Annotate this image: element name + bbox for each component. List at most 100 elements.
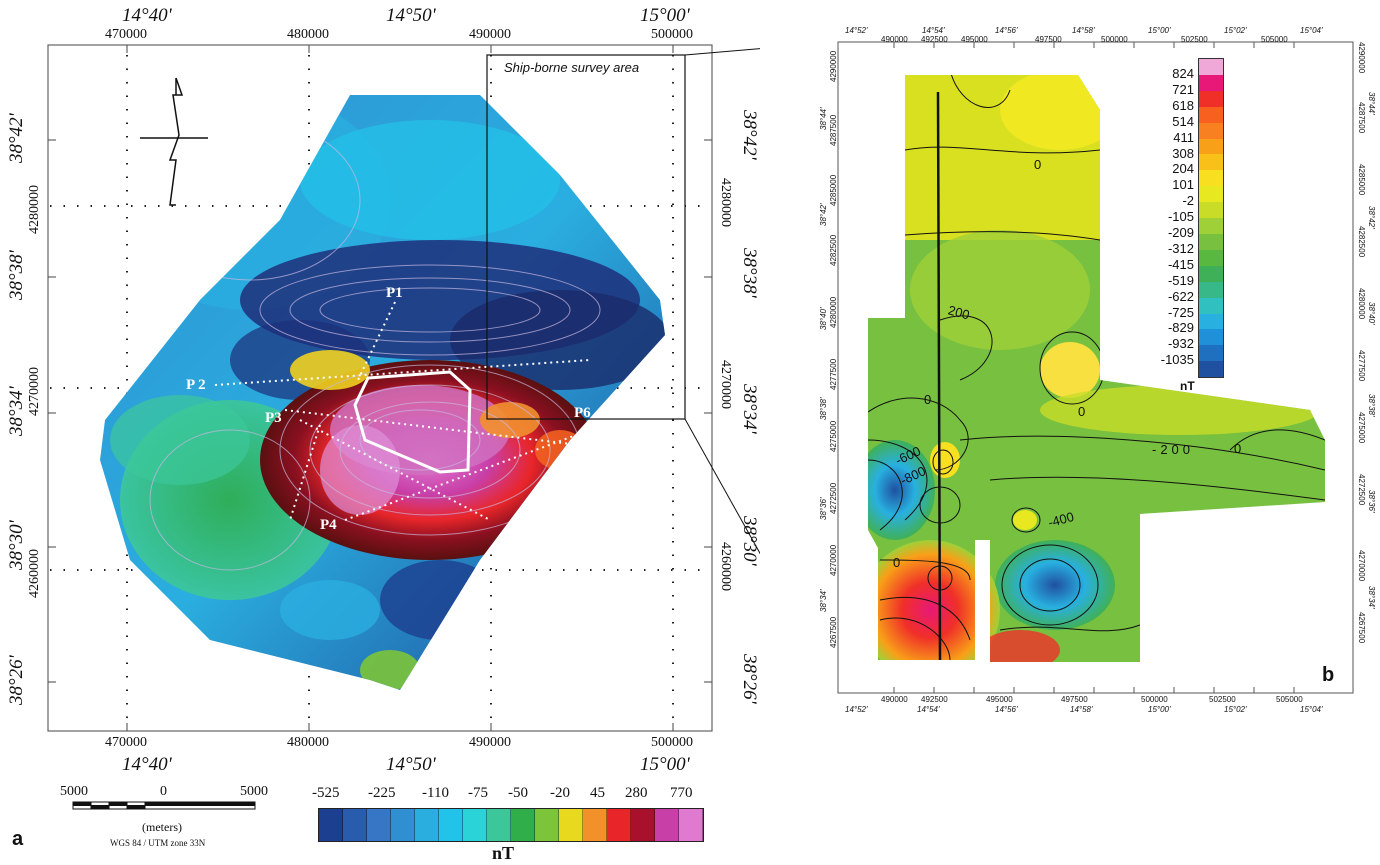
legend-swatch <box>1199 138 1223 155</box>
scale-bar <box>72 801 256 810</box>
lat-label: 38°30' <box>6 520 27 570</box>
lon-label: 14°40' <box>122 5 172 26</box>
contour-label: -200 <box>1152 442 1195 457</box>
lon-label: 14°52' <box>845 705 868 714</box>
panel-a-label: a <box>12 828 24 850</box>
lat-label: 38°36' <box>819 497 828 520</box>
legend-swatch <box>1199 90 1223 107</box>
lon-label: 15°00' <box>640 5 690 26</box>
lat-label: 38°44' <box>1367 92 1376 115</box>
northing-label: 4270000 <box>1357 550 1366 582</box>
lat-label: 38°42' <box>6 113 27 163</box>
colorbar-segment <box>535 809 559 841</box>
easting-label: 490000 <box>881 35 908 44</box>
profile-label: P1 <box>386 285 403 301</box>
lat-label: 38°40' <box>1367 302 1376 325</box>
colorbar-segment <box>511 809 535 841</box>
lon-label: 14°58' <box>1072 26 1095 35</box>
legend-swatch <box>1199 265 1223 282</box>
colorbar-value: -110 <box>422 785 449 801</box>
easting-label: 490000 <box>881 695 908 704</box>
colorbar-a-unit: nT <box>492 843 515 863</box>
colorbar-value: 280 <box>625 785 648 801</box>
colorbar-a-labels: -525 -225 -110 -75 -50 -20 45 280 770 <box>312 785 708 805</box>
scale-label-center: 0 <box>160 784 167 799</box>
lon-label: 14°54' <box>917 705 940 714</box>
legend-swatch <box>1199 329 1223 346</box>
northing-label: 4277500 <box>1357 350 1366 382</box>
northing-label: 4267500 <box>1357 612 1366 644</box>
legend-value: -519 <box>1167 272 1194 288</box>
legend-value: -312 <box>1167 240 1194 256</box>
lat-label: 38°34' <box>739 384 760 434</box>
northing-label: 4290000 <box>1357 42 1366 74</box>
lon-label: 15°00' <box>1148 705 1171 714</box>
easting-label: 470000 <box>105 27 147 42</box>
legend-value: 411 <box>1173 129 1194 145</box>
legend-swatch <box>1199 122 1223 139</box>
lon-label: 14°56' <box>995 705 1018 714</box>
easting-label: 480000 <box>287 27 329 42</box>
contour-label: 0 <box>1234 441 1242 456</box>
colorbar-value: -525 <box>312 785 340 801</box>
northing-label: 4260000 <box>27 549 42 598</box>
lon-label: 14°56' <box>995 26 1018 35</box>
colorbar-value: -225 <box>368 785 396 801</box>
lat-label: 38°42' <box>739 110 760 160</box>
easting-label: 495000 <box>986 695 1013 704</box>
legend-swatch <box>1199 313 1223 330</box>
colorbar-segment <box>439 809 463 841</box>
colorbar-segment <box>607 809 631 841</box>
profile-label: P6 <box>574 405 591 421</box>
lat-label: 38°38' <box>819 397 828 420</box>
profile-label: P3 <box>265 410 282 426</box>
easting-label: 492500 <box>921 695 948 704</box>
colorbar-segment <box>463 809 487 841</box>
easting-label: 490000 <box>469 27 511 42</box>
colorbar-value: -75 <box>468 785 488 801</box>
panel-b-label: b <box>1322 664 1335 686</box>
easting-label: 500000 <box>1101 35 1128 44</box>
lat-label: 38°30' <box>739 516 760 566</box>
legend-swatch <box>1199 59 1223 75</box>
legend-swatch <box>1199 233 1223 250</box>
lon-label: 15°00' <box>1148 26 1171 35</box>
easting-label: 500000 <box>651 735 693 750</box>
northing-label: 4270000 <box>27 367 42 416</box>
lon-label: 15°02' <box>1224 705 1247 714</box>
northing-label: 4280000 <box>829 296 838 328</box>
scale-label-right: 5000 <box>240 784 268 799</box>
northing-label: 4287500 <box>1357 102 1366 134</box>
colorbar-segment <box>679 809 703 841</box>
easting-label: 502500 <box>1181 35 1208 44</box>
legend-swatch <box>1199 297 1223 314</box>
easting-label: 480000 <box>287 735 329 750</box>
legend-value: 824 <box>1172 66 1194 81</box>
datum-label: WGS 84 / UTM zone 33N <box>110 838 206 848</box>
legend-value: 721 <box>1172 81 1194 97</box>
lat-label: 38°40' <box>819 307 828 330</box>
easting-label: 490000 <box>469 735 511 750</box>
lat-label: 38°26' <box>6 655 27 705</box>
legend-value: 618 <box>1172 97 1194 113</box>
colorbar-segment <box>631 809 655 841</box>
northing-label: 4275000 <box>829 420 838 452</box>
legend-value: -622 <box>1167 288 1194 304</box>
legend-swatch <box>1199 345 1223 362</box>
northing-label: 4282500 <box>829 234 838 266</box>
easting-label: 492500 <box>921 35 948 44</box>
colorbar-segment <box>391 809 415 841</box>
lat-label: 38°34' <box>819 589 828 612</box>
profile-label: P4 <box>320 517 337 533</box>
easting-label: 500000 <box>651 27 693 42</box>
northing-label: 4287500 <box>829 114 838 146</box>
lon-label: 14°52' <box>845 26 868 35</box>
lat-label: 38°38' <box>1367 394 1376 417</box>
lat-label: 38°26' <box>739 654 760 704</box>
northing-label: 4270000 <box>718 360 733 409</box>
northing-label: 4272500 <box>1357 474 1366 506</box>
lon-label: 15°04' <box>1300 705 1323 714</box>
easting-label: 497500 <box>1061 695 1088 704</box>
colorbar-segment <box>487 809 511 841</box>
legend-value: 308 <box>1172 145 1194 161</box>
